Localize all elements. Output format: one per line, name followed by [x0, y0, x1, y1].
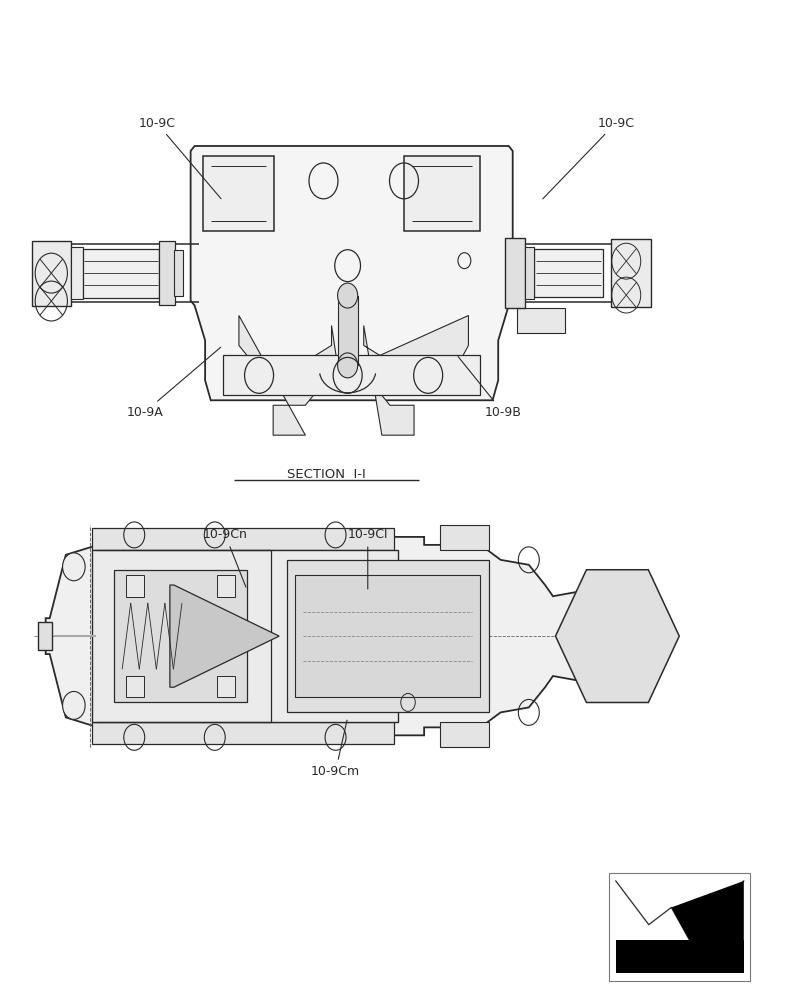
Polygon shape: [358, 316, 469, 435]
Text: 10-9A: 10-9A: [126, 347, 221, 419]
Polygon shape: [239, 316, 338, 435]
Circle shape: [62, 553, 85, 581]
Bar: [440, 722, 489, 747]
Bar: [92, 722, 394, 744]
Bar: [32, 241, 70, 306]
Bar: [126, 575, 144, 597]
Circle shape: [338, 283, 358, 308]
Text: 10-9Cl: 10-9Cl: [347, 528, 388, 589]
Bar: [92, 550, 398, 722]
Circle shape: [338, 353, 358, 378]
Bar: [217, 676, 235, 697]
Bar: [126, 676, 144, 697]
Bar: [524, 247, 534, 299]
Bar: [440, 525, 489, 550]
Bar: [338, 296, 358, 365]
Bar: [217, 575, 235, 597]
Bar: [82, 249, 159, 298]
Bar: [611, 239, 651, 307]
Bar: [114, 570, 247, 702]
Bar: [534, 249, 603, 297]
Polygon shape: [170, 585, 280, 687]
Bar: [505, 238, 524, 308]
Bar: [203, 156, 274, 231]
Bar: [70, 247, 82, 299]
Text: 10-9C: 10-9C: [543, 117, 634, 199]
Text: 10-9C: 10-9C: [138, 117, 221, 199]
Polygon shape: [191, 146, 513, 400]
Circle shape: [62, 691, 85, 719]
Polygon shape: [671, 881, 744, 973]
Text: 10-9Cn: 10-9Cn: [203, 528, 248, 587]
Bar: [404, 156, 481, 231]
Bar: [92, 528, 394, 550]
Bar: [616, 940, 744, 973]
Bar: [609, 873, 751, 981]
Text: 10-9B: 10-9B: [458, 357, 521, 419]
Bar: [517, 308, 565, 333]
Bar: [223, 355, 481, 395]
Polygon shape: [555, 570, 680, 702]
Bar: [295, 575, 481, 697]
Bar: [38, 622, 53, 650]
Text: 10-9Cm: 10-9Cm: [311, 720, 360, 778]
Bar: [159, 241, 175, 305]
Text: SECTION  I-I: SECTION I-I: [288, 468, 366, 481]
Polygon shape: [46, 537, 646, 735]
Bar: [287, 560, 489, 712]
Bar: [174, 250, 183, 296]
